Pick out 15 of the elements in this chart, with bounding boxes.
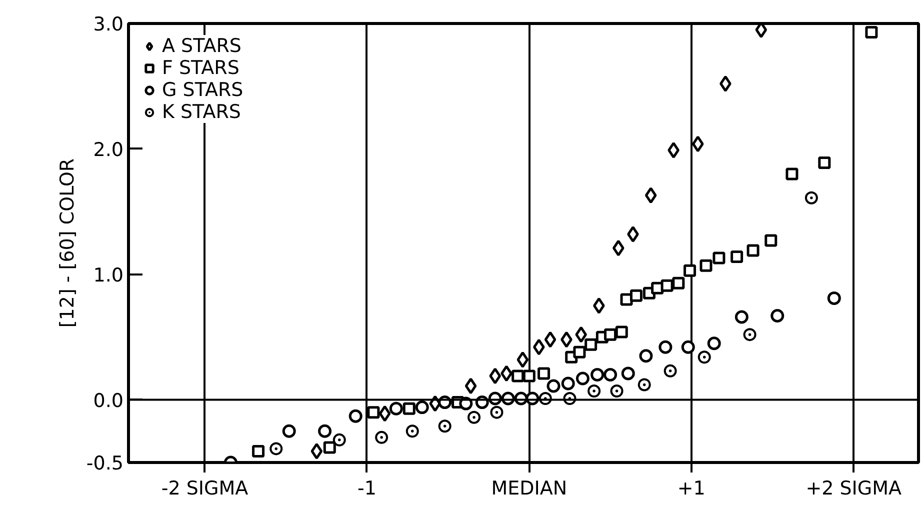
y-tick-label: 3.0 [93,14,124,36]
y-tick-label: 0.0 [93,390,124,412]
legend-label: A STARS [162,35,242,57]
y-axis-title: [12] - [60] COLOR [56,158,78,328]
x-tick-label: MEDIAN [491,478,568,500]
x-tick-label: +2 SIGMA [806,478,902,500]
legend-label: K STARS [162,101,241,123]
x-tick-label: -1 [357,478,376,500]
y-tick-label: 1.0 [93,264,124,286]
y-tick-label: 2.0 [93,138,124,161]
legend-label: G STARS [162,79,244,101]
x-tick-label: +1 [677,478,706,500]
y-tick-label: -0.5 [86,452,124,474]
x-tick-label: -2 SIGMA [161,478,248,500]
legend-label: F STARS [162,57,240,79]
